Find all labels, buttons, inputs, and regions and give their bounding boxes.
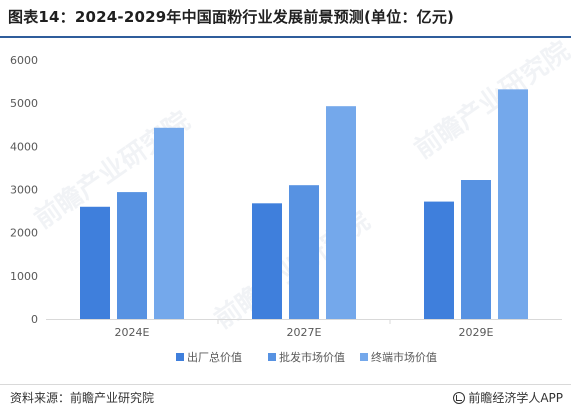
bar-1 [80,206,110,319]
y-tick-label: 1000 [10,270,38,283]
bar-2 [461,180,491,319]
bar-2 [117,192,147,319]
legend-swatch [176,353,184,361]
bar-3 [498,89,528,319]
footer-divider [0,384,571,385]
bar-1 [424,201,454,319]
y-tick-label: 6000 [10,54,38,67]
y-tick-label: 5000 [10,97,38,110]
x-tick-label: 2024E [115,326,150,339]
brand-credit: 前瞻经济学人APP [453,389,563,406]
legend-swatch [268,353,276,361]
y-tick-label: 3000 [10,184,38,197]
chart-title: 图表14：2024-2029年中国面粉行业发展前景预测(单位：亿元) [8,8,455,26]
x-tick-label: 2027E [287,326,322,339]
bar-2 [289,185,319,319]
legend-label: 批发市场价值 [279,350,345,364]
x-tick-label: 2029E [459,326,494,339]
legend-label: 终端市场价值 [371,350,437,364]
legend-label: 出厂总价值 [187,350,242,364]
title-underline [0,36,571,38]
y-tick-label: 2000 [10,227,38,240]
bar-3 [154,127,184,319]
brand-logo-icon [453,391,466,404]
y-tick-label: 4000 [10,140,38,153]
legend-swatch [360,353,368,361]
bar-chart: 0 1000 2000 3000 4000 5000 6000 2024E 2027E 2029E… [10,54,562,364]
bar-3 [326,106,356,320]
y-tick-label: 0 [31,313,38,326]
brand-label: 前瞻经济学人APP [468,391,563,405]
bar-1 [252,203,282,319]
source-text: 资料来源：前瞻产业研究院 [10,391,155,405]
